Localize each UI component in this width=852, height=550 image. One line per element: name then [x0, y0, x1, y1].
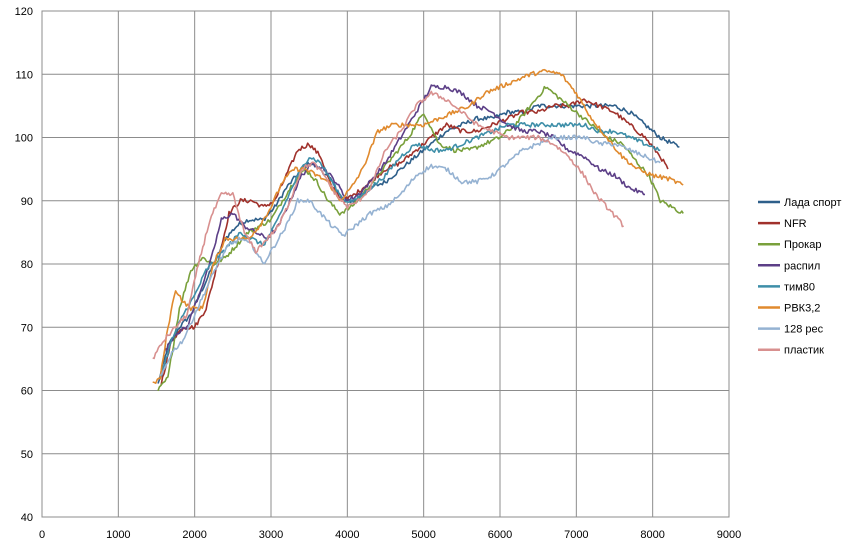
legend-label: пластик [784, 345, 824, 357]
x-tick-label: 1000 [106, 529, 130, 541]
legend-label: Лада спорт [784, 197, 841, 209]
y-tick-label: 70 [21, 322, 33, 334]
legend-label: NFR [784, 218, 807, 230]
y-tick-label: 120 [15, 6, 33, 18]
series-line-5 [159, 122, 661, 379]
chart-legend: Лада спорт NFR Прокар распил тим80 РВК3,2 128 … [758, 197, 841, 357]
x-tick-label: 0 [39, 529, 45, 541]
legend-label: Прокар [784, 239, 821, 251]
chart-series [152, 68, 684, 392]
legend-label: РВК3,2 [784, 303, 820, 315]
chart-axes: 0 1000 2000 3000 4000 5000 6000 7000 8000 9000 40 5… [15, 6, 742, 541]
plot-area-border [41, 10, 730, 518]
legend-label: 128 рес [784, 324, 824, 336]
x-tick-label: 8000 [640, 529, 664, 541]
legend-label: распил [784, 260, 820, 272]
legend-label: тим80 [784, 281, 815, 293]
y-tick-label: 80 [21, 259, 33, 271]
x-tick-label: 6000 [488, 529, 512, 541]
series-line-7 [159, 134, 661, 377]
x-tick-label: 2000 [182, 529, 206, 541]
x-tick-label: 5000 [411, 529, 435, 541]
y-tick-label: 110 [15, 69, 33, 81]
series-line-1 [157, 102, 680, 384]
y-tick-label: 100 [15, 133, 33, 145]
y-tick-label: 40 [21, 512, 33, 524]
chart-grid [41, 10, 730, 518]
x-tick-label: 7000 [564, 529, 588, 541]
series-line-8 [152, 90, 624, 360]
x-tick-label: 9000 [717, 529, 741, 541]
x-tick-label: 3000 [259, 529, 283, 541]
y-tick-label: 90 [21, 196, 33, 208]
x-tick-label: 4000 [335, 529, 359, 541]
y-tick-label: 50 [21, 449, 33, 461]
y-tick-label: 60 [21, 386, 33, 398]
series-line-6 [152, 68, 684, 385]
